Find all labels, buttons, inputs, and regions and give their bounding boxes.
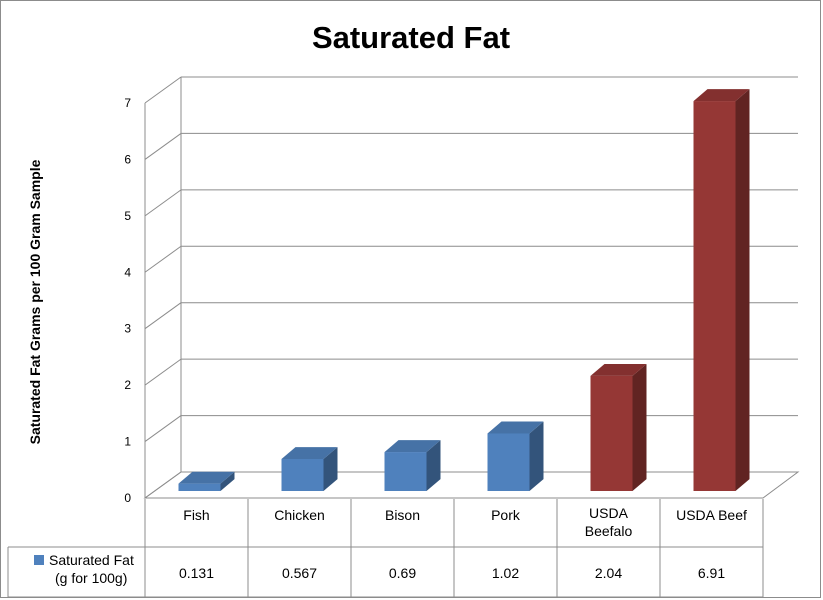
- gridline-diagonal: [144, 415, 182, 442]
- bar: [693, 89, 750, 492]
- bar-top: [281, 447, 338, 460]
- bar: [384, 440, 441, 491]
- y-tick-label: 3: [124, 322, 131, 336]
- gridline-diagonal: [144, 245, 182, 273]
- y-tick-label: 1: [124, 435, 131, 449]
- y-tick-label: 0: [124, 491, 131, 505]
- gridline-diagonal: [144, 76, 182, 104]
- legend-key: [34, 555, 44, 565]
- gridline-diagonal: [144, 302, 182, 330]
- bar: [487, 421, 544, 491]
- y-tick-label: 6: [124, 152, 131, 166]
- bar-side: [632, 363, 647, 491]
- y-tick-labels: 0 1 2 3 4 5 6 7: [124, 96, 131, 505]
- data-label: 0.69: [389, 565, 416, 581]
- bar-front: [384, 452, 427, 491]
- data-label: 0.131: [179, 565, 214, 581]
- data-label: 1.02: [492, 565, 519, 581]
- bars: [178, 89, 750, 492]
- chart-title: Saturated Fat: [312, 20, 510, 55]
- bar-front: [693, 101, 736, 492]
- y-tick-label: 2: [124, 378, 131, 392]
- bar-front: [281, 459, 324, 491]
- bar-front: [178, 483, 221, 491]
- bar: [281, 447, 338, 491]
- y-tick-label: 7: [124, 96, 131, 110]
- bar-front: [487, 433, 530, 491]
- bar-top: [384, 440, 441, 453]
- chart-floor: [143, 471, 800, 499]
- category-label: USDA: [589, 505, 629, 521]
- bar: [590, 363, 647, 491]
- data-label: 6.91: [698, 565, 725, 581]
- bar-top: [178, 471, 235, 484]
- bar-side: [426, 440, 441, 491]
- category-label: Pork: [491, 507, 521, 523]
- bar-side: [323, 447, 338, 491]
- bar-top: [487, 421, 544, 434]
- legend-label: (g for 100g): [55, 570, 127, 586]
- bar-top: [590, 363, 647, 376]
- category-label: Bison: [385, 507, 420, 523]
- category-label: Beefalo: [585, 523, 633, 539]
- data-label: 0.567: [282, 565, 317, 581]
- data-table: Fish 0.131 Chicken 0.567 Bison 0.69 Pork 1.02 US…: [7, 499, 764, 598]
- bar: [178, 471, 235, 491]
- gridline-diagonal: [144, 358, 182, 386]
- category-label: Fish: [183, 507, 209, 523]
- bar-front: [590, 375, 633, 491]
- bar-top: [693, 89, 750, 102]
- y-axis-title: Saturated Fat Grams per 100 Gram Sample: [27, 159, 43, 444]
- bar-side: [735, 89, 750, 491]
- bar-side: [220, 471, 235, 491]
- gridline-diagonal: [144, 189, 182, 217]
- legend-label: Saturated Fat: [49, 552, 134, 568]
- category-label: Chicken: [274, 507, 325, 523]
- data-label: 2.04: [595, 565, 622, 581]
- category-label: USDA Beef: [676, 507, 747, 523]
- y-tick-label: 5: [124, 209, 131, 223]
- gridline-diagonal: [144, 133, 182, 160]
- bar-side: [529, 421, 544, 491]
- y-tick-label: 4: [124, 265, 131, 279]
